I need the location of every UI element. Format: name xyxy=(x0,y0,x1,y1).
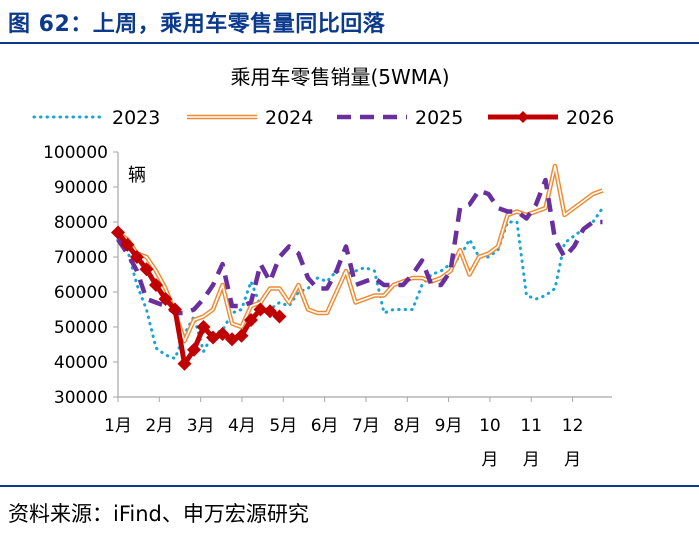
y-tick-label: 80000 xyxy=(54,213,108,233)
legend-label-2026: 2026 xyxy=(566,107,614,129)
y-tick-label: 60000 xyxy=(54,283,108,303)
x-tick-label: 3月 xyxy=(187,416,215,436)
series-2026-point xyxy=(111,225,125,240)
series-2026-point xyxy=(187,342,201,357)
x-tick-label: 2月 xyxy=(145,416,173,436)
x-tick-label: 5月 xyxy=(269,416,297,436)
x-tick-label: 4月 xyxy=(228,416,256,436)
series-2026-point xyxy=(177,356,192,371)
title-rule xyxy=(0,42,699,44)
source-rule xyxy=(0,485,699,487)
series-2026-point xyxy=(234,328,249,343)
series-2026-point xyxy=(130,250,144,264)
series-2026-point xyxy=(158,292,173,306)
x-tick-label: 11 月 xyxy=(520,416,542,470)
source-note: 资料来源：iFind、申万宏源研究 xyxy=(8,502,309,526)
series-2026-point xyxy=(149,278,163,292)
x-tick-label: 1月 xyxy=(104,416,132,436)
series-2026-point xyxy=(244,313,258,327)
series-2024-line-inner xyxy=(117,165,603,342)
chart-title: 乘用车零售销量(5WMA) xyxy=(230,65,449,89)
series-2026-point xyxy=(139,262,154,277)
y-tick-label: 50000 xyxy=(54,318,108,338)
x-tick-label: 8月 xyxy=(393,416,421,436)
series-2026-point xyxy=(215,327,230,341)
line-chart: 乘用车零售销量(5WMA) 2023 2024 2025 2026 辆 30000 40… xyxy=(32,65,614,470)
series-group xyxy=(111,163,604,371)
figure-title: 图 62：上周，乘用车零售量同比回落 xyxy=(8,12,386,37)
series-2025-line xyxy=(116,177,603,316)
y-tick-label: 100000 xyxy=(43,143,108,163)
series-2026-point xyxy=(263,304,277,319)
x-tick-label: 9月 xyxy=(435,416,463,436)
legend-label-2024: 2024 xyxy=(265,107,313,129)
legend-label-2023: 2023 xyxy=(112,107,160,129)
y-tick-label: 70000 xyxy=(54,248,108,268)
series-2026-point xyxy=(120,237,135,252)
legend-swatch-2026-marker xyxy=(517,111,529,123)
y-tick-label: 90000 xyxy=(54,178,108,198)
unit-label: 辆 xyxy=(128,165,146,186)
y-tick-label: 40000 xyxy=(54,353,108,373)
x-tick-label: 10 月 xyxy=(479,416,501,470)
series-2026-point xyxy=(196,320,211,334)
legend-label-2025: 2025 xyxy=(415,107,463,129)
series-2026-point xyxy=(272,309,287,324)
y-tick-label: 30000 xyxy=(54,388,108,408)
legend: 2023 2024 2025 2026 xyxy=(32,107,614,129)
axes: 30000 40000 50000 60000 70000 80000 90000 10000… xyxy=(43,143,612,470)
x-tick-label: 6月 xyxy=(311,416,339,436)
series-2024-line xyxy=(116,163,604,344)
x-tick-label: 7月 xyxy=(352,416,380,436)
series-2026-point xyxy=(168,302,182,317)
x-tick-label: 12 月 xyxy=(562,416,584,470)
series-2026-point xyxy=(253,302,268,317)
